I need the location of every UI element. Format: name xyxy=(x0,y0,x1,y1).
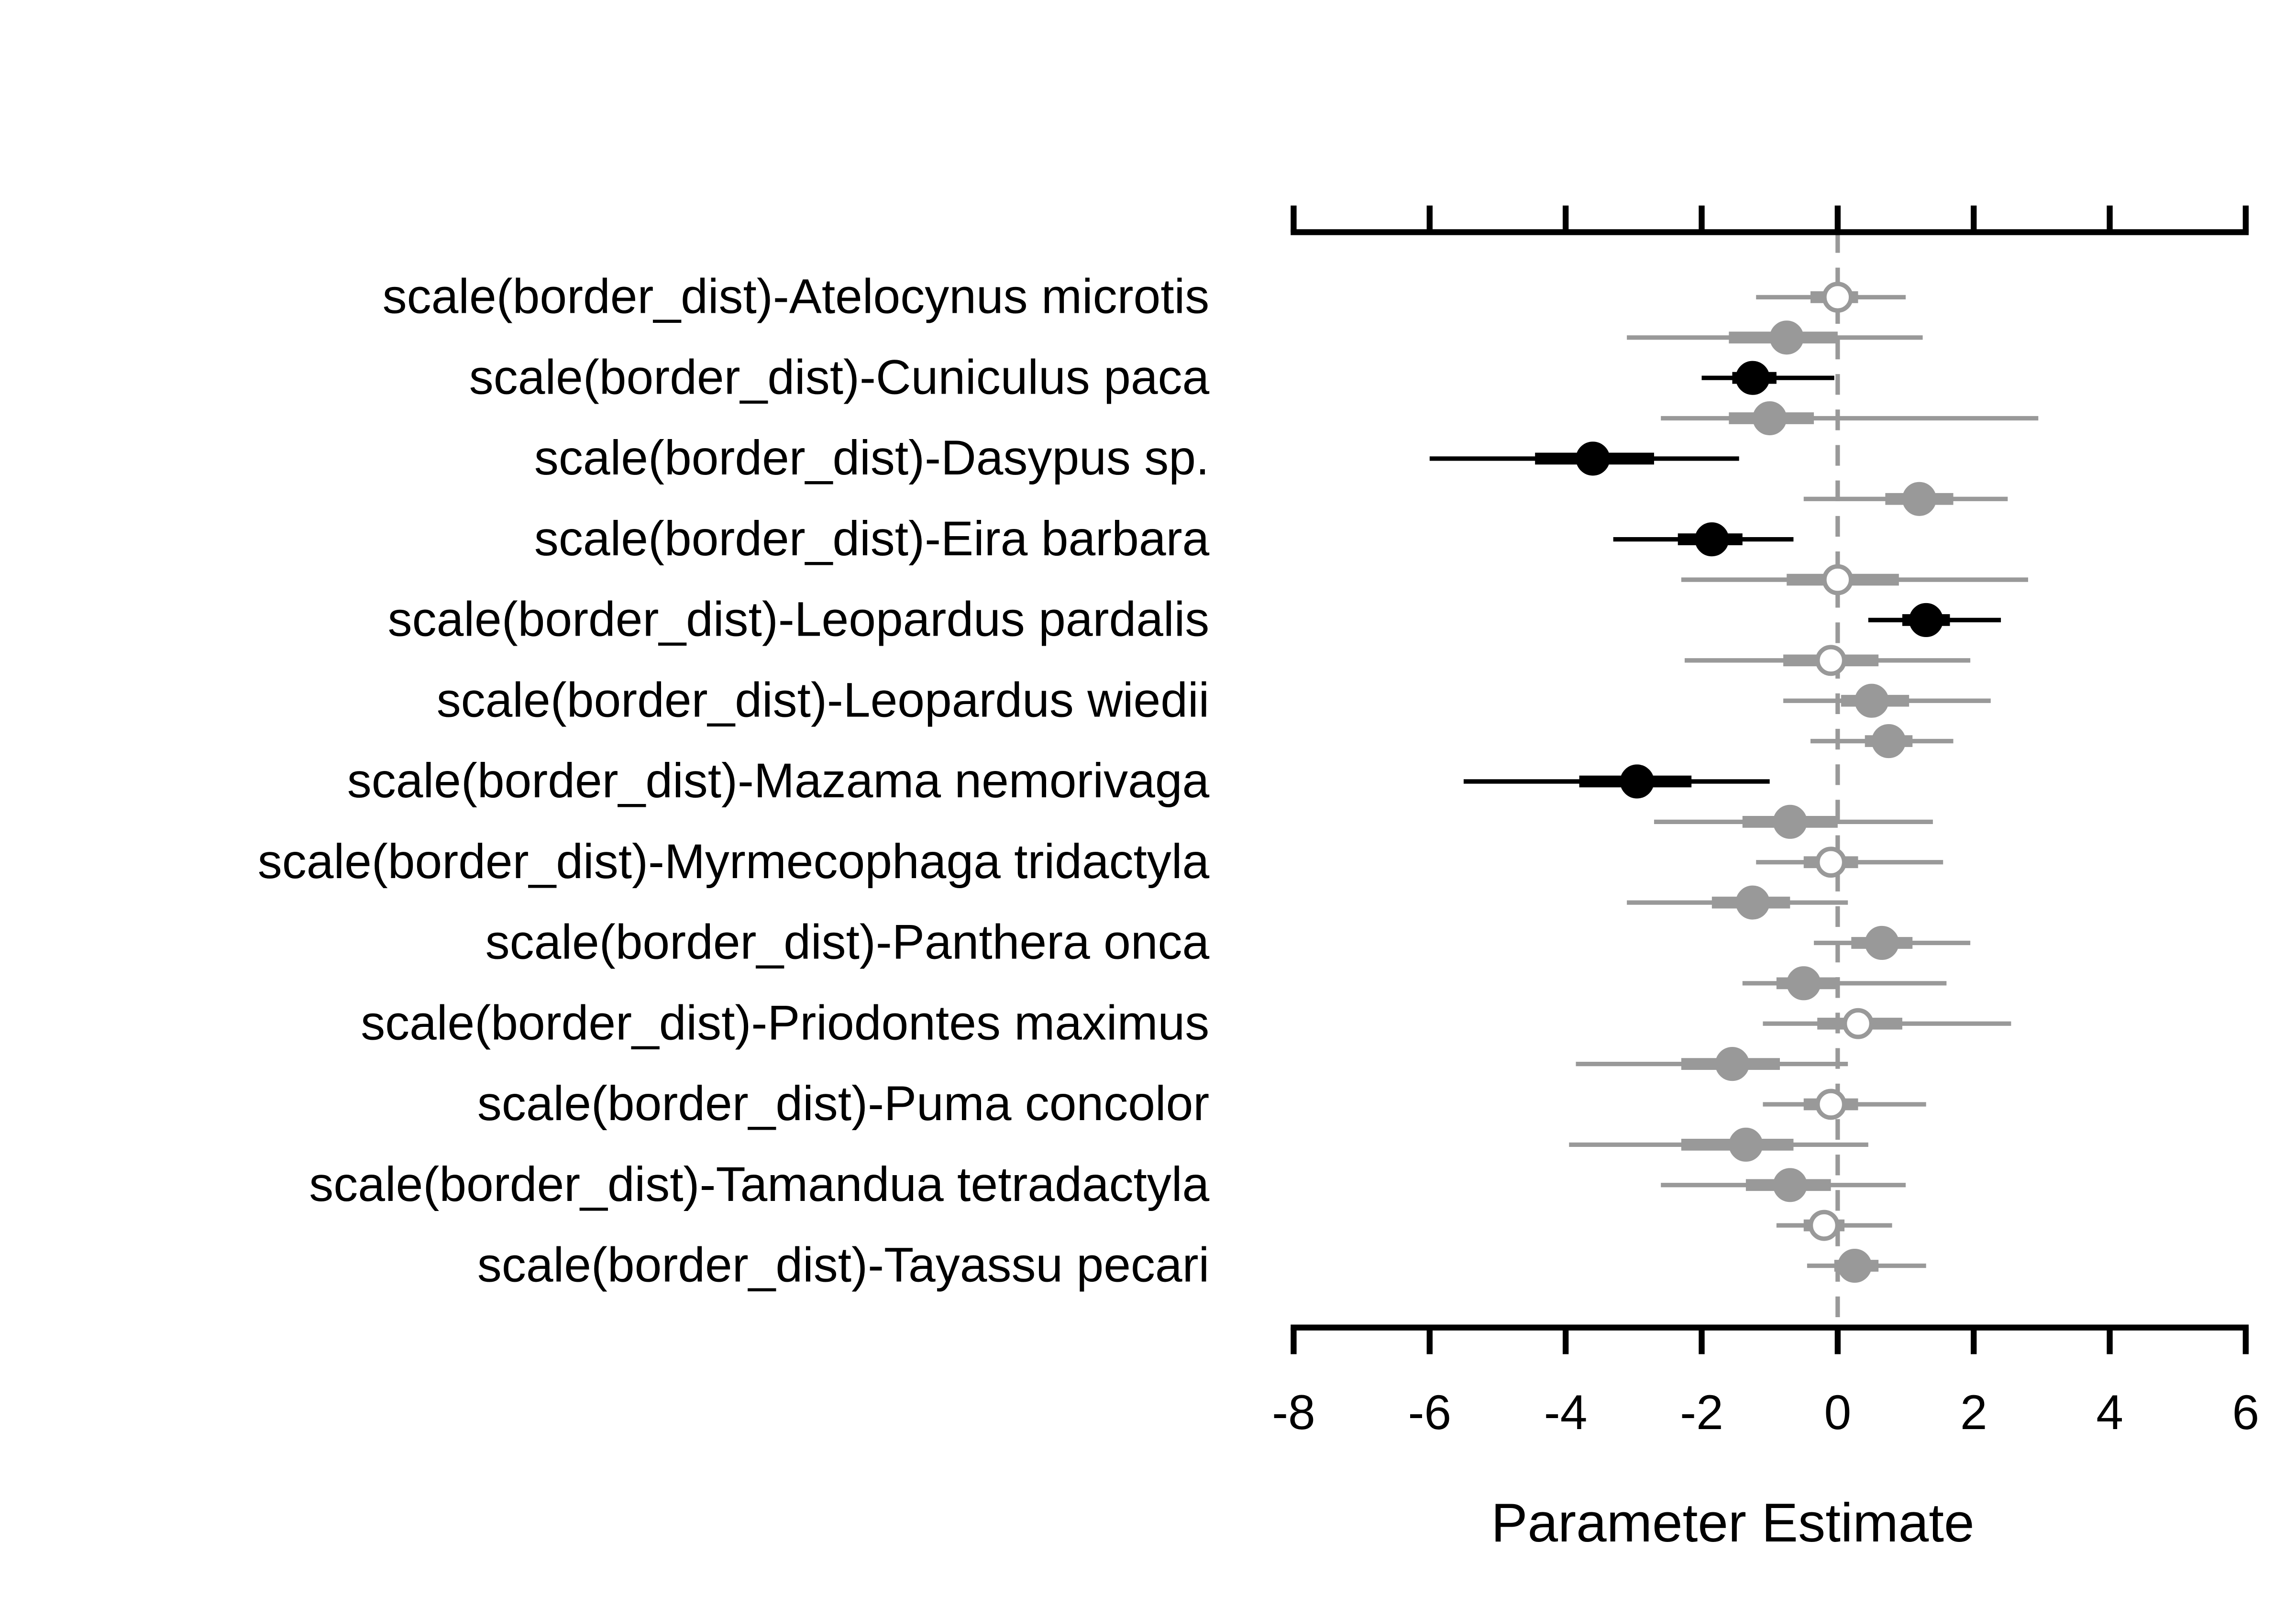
estimate xyxy=(1815,645,1847,676)
estimate xyxy=(1695,522,1729,557)
estimate xyxy=(1769,320,1804,355)
y-tick-label: scale(border_dist)-Myrmecophaga tridacty… xyxy=(258,834,1210,889)
x-tick-label: -6 xyxy=(1408,1385,1451,1440)
estimate xyxy=(1808,1210,1840,1241)
x-tick-label: 4 xyxy=(2096,1385,2123,1440)
estimate xyxy=(1865,925,1899,960)
estimate xyxy=(1822,564,1854,595)
y-tick-label: scale(border_dist)-Leopardus pardalis xyxy=(388,592,1210,647)
x-tick-label: -2 xyxy=(1680,1385,1723,1440)
estimate xyxy=(1854,683,1889,718)
estimate xyxy=(1773,804,1807,839)
estimate xyxy=(1902,482,1937,516)
y-tick-label: scale(border_dist)-Tayassu pecari xyxy=(477,1238,1209,1292)
y-tick-label: scale(border_dist)-Atelocynus microtis xyxy=(383,269,1210,324)
estimate xyxy=(1735,885,1770,920)
estimate xyxy=(1735,361,1770,395)
estimate xyxy=(1787,966,1821,1001)
estimate xyxy=(1822,281,1854,313)
estimate xyxy=(1620,764,1654,799)
estimate xyxy=(1753,401,1787,436)
x-tick-label: 6 xyxy=(2232,1385,2260,1440)
x-axis-title: Parameter Estimate xyxy=(1491,1492,1974,1553)
x-tick-label: 0 xyxy=(1824,1385,1851,1440)
y-tick-label: scale(border_dist)-Eira barbara xyxy=(534,511,1210,566)
y-tick-label: scale(border_dist)-Mazama nemorivaga xyxy=(347,753,1210,808)
estimate xyxy=(1815,1089,1847,1120)
y-tick-label: scale(border_dist)-Dasypus sp. xyxy=(534,430,1209,485)
y-tick-label: scale(border_dist)-Leopardus wiedii xyxy=(437,672,1210,727)
y-tick-label: scale(border_dist)-Priodontes maximus xyxy=(361,995,1209,1050)
estimate xyxy=(1715,1047,1750,1081)
estimate xyxy=(1843,1008,1874,1039)
y-tick-label: scale(border_dist)-Cuniculus paca xyxy=(469,350,1210,404)
estimate xyxy=(1576,441,1610,476)
estimate xyxy=(1871,724,1906,759)
estimate xyxy=(1815,847,1847,878)
x-tick-label: -4 xyxy=(1544,1385,1588,1440)
estimate xyxy=(1773,1168,1807,1202)
y-tick-label: scale(border_dist)-Puma concolor xyxy=(477,1076,1209,1131)
y-tick-label: scale(border_dist)-Panthera onca xyxy=(486,915,1210,969)
x-tick-label: 2 xyxy=(1960,1385,1987,1440)
estimate xyxy=(1909,603,1943,637)
y-tick-label: scale(border_dist)-Tamandua tetradactyla xyxy=(309,1157,1209,1211)
estimate xyxy=(1729,1127,1763,1162)
estimate xyxy=(1837,1248,1872,1283)
x-tick-label: -8 xyxy=(1272,1385,1315,1440)
